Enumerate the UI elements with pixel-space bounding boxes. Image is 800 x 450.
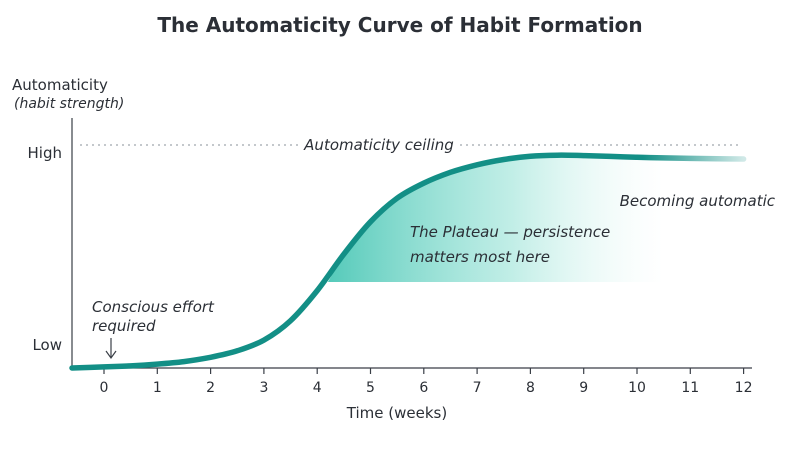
y-tick-label-low: Low <box>32 336 62 354</box>
chart-title: The Automaticity Curve of Habit Formatio… <box>157 13 642 37</box>
ceiling-label: Automaticity ceiling <box>303 136 454 154</box>
annotation-becoming-automatic: Becoming automatic <box>620 192 776 210</box>
x-tick-label: 11 <box>681 380 699 396</box>
x-tick-label: 8 <box>526 380 535 396</box>
y-axis-label: Automaticity <box>12 76 108 94</box>
x-tick-label: 7 <box>473 380 482 396</box>
annotation-arrow-head <box>105 350 117 360</box>
x-tick-label: 4 <box>313 380 322 396</box>
x-tick-label: 12 <box>735 380 753 396</box>
automaticity-curve <box>69 152 747 371</box>
plateau-region <box>327 155 664 282</box>
x-tick-label: 10 <box>628 380 646 396</box>
annotation-conscious-effort: Conscious effort <box>92 298 215 316</box>
annotation-plateau-2: matters most here <box>410 248 550 266</box>
x-tick-label: 2 <box>206 380 215 396</box>
y-axis-sublabel: (habit strength) <box>14 96 124 112</box>
x-tick-label: 5 <box>366 380 375 396</box>
annotation-conscious-effort-2: required <box>92 317 156 335</box>
y-tick-label-high: High <box>28 144 62 162</box>
x-tick-label: 6 <box>419 380 428 396</box>
x-axis-label: Time (weeks) <box>346 404 447 422</box>
x-tick-label: 0 <box>100 380 109 396</box>
x-tick-label: 9 <box>579 380 588 396</box>
annotation-plateau: The Plateau — persistence <box>410 223 610 241</box>
x-tick-label: 1 <box>153 380 162 396</box>
x-tick-label: 3 <box>259 380 268 396</box>
